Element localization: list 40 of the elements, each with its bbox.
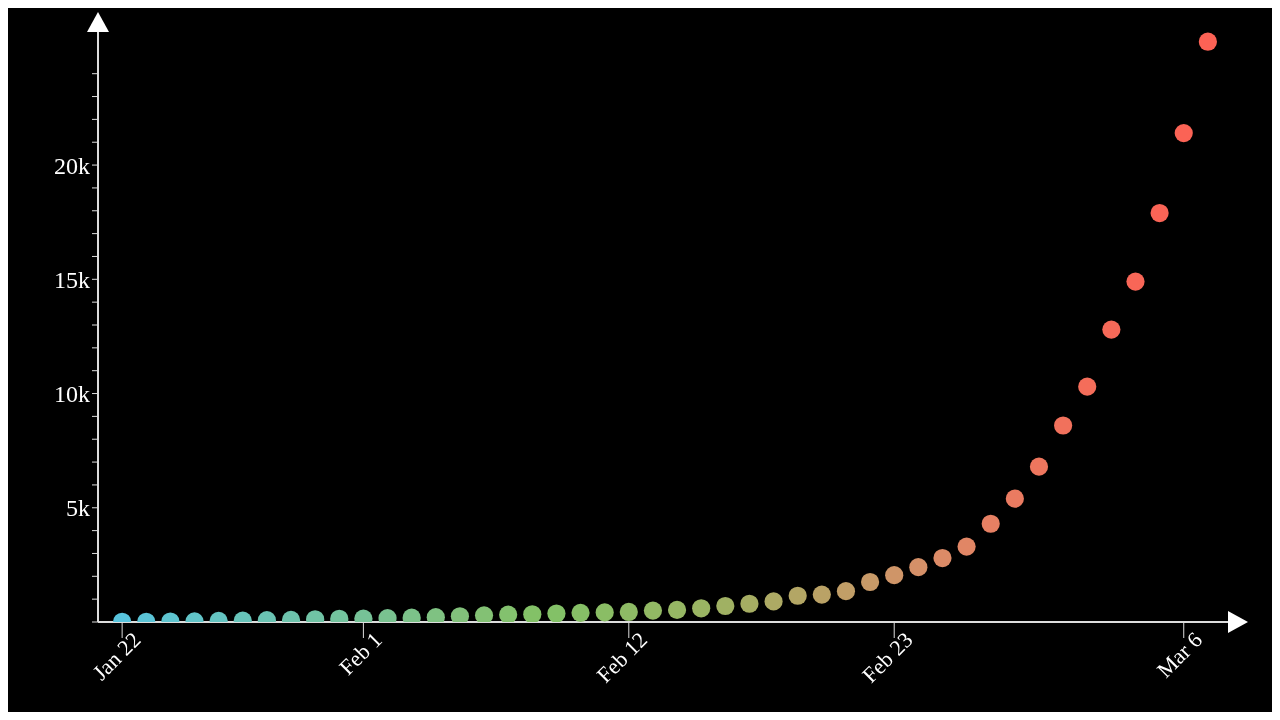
point [499,605,518,622]
y-tick-label: 15k [54,266,90,293]
x-tick-label: Feb 12 [591,627,653,688]
point [595,603,614,622]
point [716,596,735,616]
point [860,572,880,592]
x-tick-label: Feb 23 [857,627,918,688]
x-tick-label: Mar 6 [1151,627,1208,683]
point [1198,32,1217,51]
y-tick-label: 10k [54,381,90,408]
point [788,586,807,605]
point [1150,203,1169,223]
y-tick-label: 5k [66,495,90,522]
point [909,558,928,577]
point [643,601,663,620]
point [1078,377,1097,396]
point [981,514,1000,533]
x-tick-label: Feb 1 [334,627,387,680]
point [836,582,856,601]
point [523,605,542,622]
point [474,606,494,622]
point [547,604,566,622]
point [619,602,638,622]
point [1005,489,1024,508]
x-tick-label: Jan 22 [87,627,146,686]
point [812,585,831,604]
point [885,566,904,585]
point [933,548,952,568]
point [571,603,590,622]
point [692,599,711,618]
point [1102,320,1121,339]
point [1029,457,1049,476]
point [1054,416,1073,435]
point [740,594,759,613]
point [1126,272,1145,291]
point [764,592,783,611]
point [957,537,976,556]
point [1174,124,1193,143]
point [667,600,687,619]
y-tick-label: 20k [54,152,90,179]
